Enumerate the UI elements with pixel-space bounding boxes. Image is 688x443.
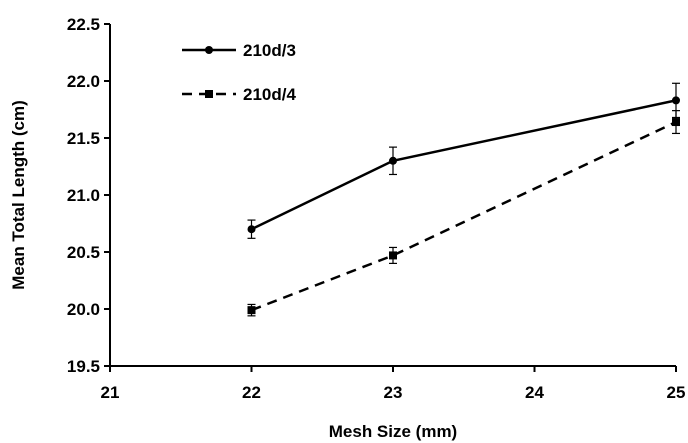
y-tick-label: 20.5: [67, 243, 100, 262]
x-tick-label: 23: [384, 383, 403, 402]
series-2: [247, 110, 680, 317]
data-point: [247, 225, 256, 234]
x-tick-label: 21: [101, 383, 120, 402]
series-1: [247, 82, 680, 239]
x-tick-label: 24: [525, 383, 544, 402]
y-tick-label: 19.5: [67, 357, 100, 376]
legend: 210d/3 210d/4: [182, 41, 296, 104]
data-point: [672, 96, 680, 105]
series-line: [251, 120, 677, 312]
y-tick-label: 21.0: [67, 186, 100, 205]
legend-label: 210d/3: [243, 41, 296, 60]
series-layer: [247, 82, 680, 317]
legend-marker: [205, 46, 213, 54]
y-tick-label: 21.5: [67, 129, 100, 148]
y-tick-label: 22.5: [67, 15, 100, 34]
legend-item: 210d/3: [182, 41, 296, 60]
axes: [109, 24, 676, 367]
data-point: [672, 118, 680, 127]
x-ticks: 21 22 23 24 25: [101, 366, 686, 402]
data-point: [389, 251, 397, 260]
x-axis-title: Mesh Size (mm): [329, 422, 457, 441]
data-point: [389, 156, 397, 165]
legend-marker: [205, 90, 213, 98]
y-tick-label: 20.0: [67, 300, 100, 319]
x-tick-label: 22: [242, 383, 261, 402]
series-line: [250, 99, 677, 231]
data-point: [247, 306, 256, 315]
legend-label: 210d/4: [243, 85, 296, 104]
y-ticks: 19.5 20.0 20.5 21.0 21.5 22.0 22.5: [67, 15, 110, 376]
y-tick-label: 22.0: [67, 72, 100, 91]
legend-item: 210d/4: [182, 85, 296, 104]
x-tick-label: 25: [667, 383, 686, 402]
y-axis-title: Mean Total Length (cm): [9, 100, 28, 290]
